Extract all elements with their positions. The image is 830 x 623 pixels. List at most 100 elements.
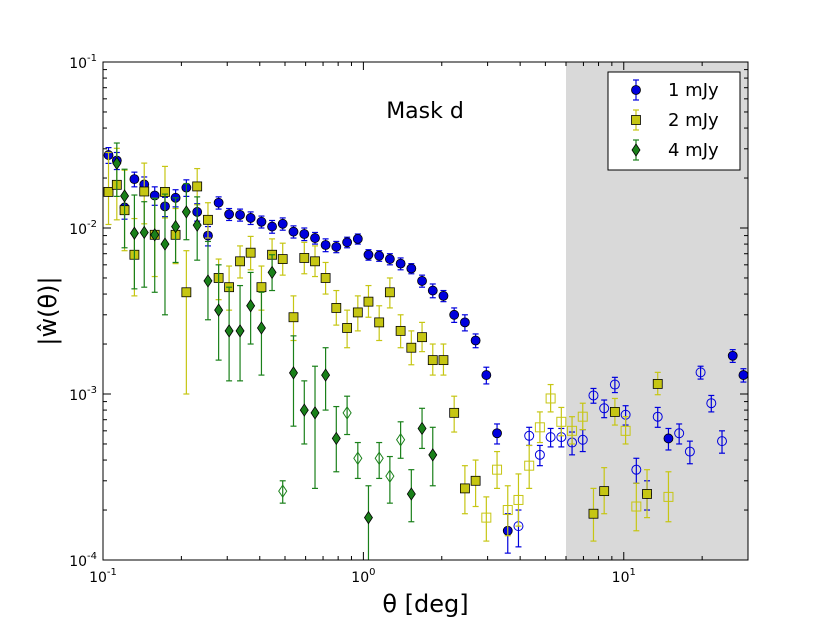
data-point <box>459 483 470 494</box>
data-point <box>331 303 342 313</box>
x-axis-label: θ [deg] <box>382 590 468 618</box>
data-point <box>342 405 352 420</box>
data-point <box>235 324 245 338</box>
data-point <box>224 209 235 220</box>
data-point <box>406 342 417 353</box>
data-point <box>278 484 288 499</box>
data-point <box>481 512 492 523</box>
data-point <box>213 197 224 208</box>
data-point <box>342 237 353 248</box>
data-point <box>417 276 427 286</box>
data-point <box>192 181 203 192</box>
data-point <box>352 233 363 244</box>
data-point <box>417 421 427 436</box>
legend-label: 2 mJy <box>668 110 719 131</box>
data-point <box>663 491 674 502</box>
data-point <box>256 216 267 227</box>
data-point <box>277 254 288 264</box>
data-point <box>363 249 374 260</box>
data-point <box>299 253 310 263</box>
data-point <box>139 186 150 197</box>
data-point <box>235 256 245 267</box>
legend-label: 4 mJy <box>668 140 719 161</box>
data-point <box>245 247 256 258</box>
series-layer <box>103 142 748 560</box>
data-point <box>588 508 599 519</box>
data-point <box>642 489 652 499</box>
data-point <box>224 324 234 338</box>
data-point <box>502 505 513 516</box>
data-point <box>599 486 610 497</box>
legend-item-1-mjy: 1 mJy <box>631 79 719 101</box>
data-point <box>374 451 384 466</box>
legend: 1 mJy 2 mJy 4 mJy <box>607 71 741 171</box>
data-point <box>214 303 224 317</box>
data-point <box>406 487 416 501</box>
data-point <box>459 317 470 328</box>
y-tick-label: 10-3 <box>69 385 97 404</box>
data-point <box>577 434 588 445</box>
data-point <box>545 393 556 404</box>
data-point <box>310 256 320 267</box>
data-point <box>181 205 191 219</box>
data-point <box>342 323 353 333</box>
data-point <box>374 250 385 261</box>
data-point <box>129 174 140 185</box>
data-point <box>129 226 139 240</box>
data-point <box>449 309 460 320</box>
data-point <box>256 321 266 335</box>
data-point <box>120 189 130 203</box>
data-point <box>652 379 663 389</box>
data-point <box>534 449 545 460</box>
data-point <box>406 263 417 274</box>
mask-annotation: Mask d <box>386 99 464 124</box>
data-point <box>395 325 406 336</box>
data-point <box>449 407 460 418</box>
data-point <box>524 460 535 471</box>
data-point <box>470 335 481 346</box>
data-point <box>631 501 642 512</box>
data-point <box>717 436 728 447</box>
data-point <box>267 221 277 232</box>
data-point <box>524 430 535 441</box>
data-point <box>706 398 717 409</box>
data-point <box>331 241 342 252</box>
data-point <box>534 422 545 433</box>
data-point <box>267 265 277 280</box>
data-point <box>321 368 331 382</box>
series-4-mjy <box>112 142 438 560</box>
data-point <box>599 403 610 414</box>
data-point <box>288 226 299 237</box>
data-point <box>363 296 374 307</box>
y-axis-label: |ŵ(θ)| <box>34 276 62 345</box>
data-point <box>609 407 620 417</box>
data-point <box>103 186 114 197</box>
data-point <box>246 299 256 313</box>
data-point <box>727 350 738 361</box>
data-point <box>545 432 556 443</box>
data-point <box>363 510 373 525</box>
data-point <box>395 258 406 269</box>
data-point <box>331 431 341 446</box>
data-point <box>139 225 149 240</box>
data-point <box>256 282 267 293</box>
data-point <box>112 156 122 171</box>
data-point <box>577 411 588 422</box>
data-point <box>245 213 256 223</box>
data-point <box>663 433 674 444</box>
y-tick-label: 10-2 <box>69 219 97 238</box>
data-point <box>385 469 395 484</box>
y-tick-label: 10-4 <box>69 551 97 570</box>
data-point <box>684 446 695 457</box>
data-point <box>171 219 181 234</box>
data-point <box>427 285 438 296</box>
data-point <box>203 274 213 288</box>
data-point <box>353 451 363 466</box>
data-point <box>492 428 502 439</box>
data-point <box>181 287 192 298</box>
legend-marker <box>631 115 641 125</box>
data-point <box>481 370 492 380</box>
data-point <box>470 475 481 486</box>
x-tick-label: 10-1 <box>89 567 117 586</box>
